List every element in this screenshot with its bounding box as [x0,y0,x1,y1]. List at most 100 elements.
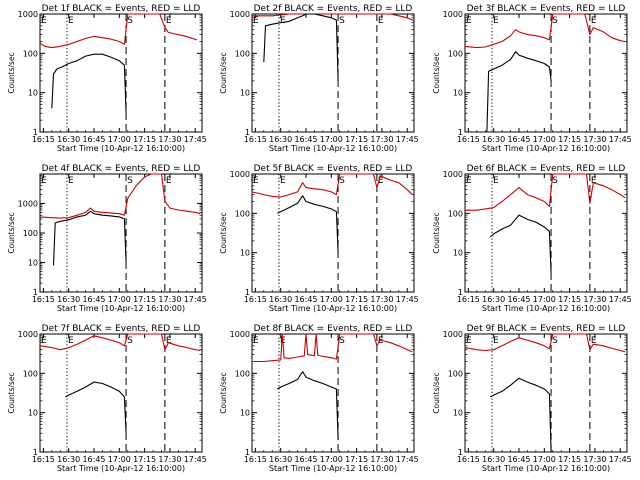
x-tick-label: 17:30 [583,295,606,304]
y-tick-label: 1000 [443,170,463,179]
marker-label: E [591,176,597,186]
plot-frame [39,13,203,133]
y-tick-label: 10 [28,409,38,418]
marker-label: S [339,176,345,186]
y-axis-label: Counts/sec [432,52,441,93]
x-tick-label: 17:00 [533,455,556,464]
plot-title: Det 1f BLACK = Events, RED = LLD [42,4,201,14]
marker-label: S [552,16,558,26]
x-tick-label: 16:45 [82,135,105,144]
plot-frame [464,13,628,133]
x-tick-label: 17:00 [320,295,343,304]
x-tick-label: 16:30 [482,135,505,144]
panel-det-2: Det 2f BLACK = Events, RED = LLD 1 10 100 10… [219,4,419,153]
x-tick-label: 17:30 [158,295,181,304]
x-tick-label: 16:15 [244,295,267,304]
series-lld-line [464,333,626,353]
y-tick-label: 100 [23,369,38,378]
marker-label: E [493,176,499,186]
plot-frame [464,333,628,453]
y-tick-label: 1000 [18,200,38,209]
y-tick-label: 1000 [18,330,38,339]
marker-label: E [466,336,472,346]
y-tick-label: 10 [240,249,250,258]
marker-label: S [552,176,558,186]
x-tick-label: 17:00 [533,295,556,304]
x-axis-label: Start Time (10-Apr-12 16:10:00) [57,464,185,473]
series-events-line [489,214,552,274]
marker-label: S [127,336,133,346]
x-tick-label: 17:00 [108,295,131,304]
marker-label: E [166,16,172,26]
plot-frame [39,333,203,453]
y-tick-label: 10 [453,89,463,98]
y-tick-label: 10 [453,409,463,418]
x-tick-label: 16:45 [294,135,317,144]
marker-label: E [41,176,47,186]
x-tick-label: 16:30 [57,135,80,144]
x-tick-label: 17:45 [609,135,632,144]
marker-label: E [493,336,499,346]
x-tick-label: 16:15 [457,455,480,464]
x-tick-label: 17:15 [133,295,156,304]
marker-label: E [280,16,286,26]
y-axis-label: Counts/sec [432,212,441,253]
x-tick-label: 17:45 [396,455,419,464]
y-tick-label: 1 [458,448,463,457]
y-tick-label: 1 [458,288,463,297]
x-tick-label: 17:00 [320,135,343,144]
marker-label: E [253,176,259,186]
x-axis-label: Start Time (10-Apr-12 16:10:00) [482,144,610,153]
x-tick-label: 17:15 [133,135,156,144]
y-tick-label: 100 [448,209,463,218]
series-events-line [486,51,552,133]
x-tick-label: 17:30 [583,135,606,144]
marker-label: E [68,336,74,346]
y-tick-label: 10 [240,409,250,418]
series-events-line [277,371,339,441]
x-tick-label: 17:45 [184,295,207,304]
y-axis-label: Counts/sec [7,52,16,93]
marker-label: E [378,336,384,346]
plot-frame [251,173,415,293]
series-lld-line [251,173,413,198]
x-tick-label: 16:30 [269,455,292,464]
x-tick-label: 17:15 [345,455,368,464]
plot-title: Det 6f BLACK = Events, RED = LLD [467,164,626,174]
series-events-line [52,210,127,266]
series-lld-line [39,13,198,49]
x-tick-label: 16:30 [269,135,292,144]
x-tick-label: 17:15 [558,455,581,464]
x-tick-label: 17:30 [583,455,606,464]
y-tick-label: 1 [245,288,250,297]
y-tick-label: 10 [453,249,463,258]
x-axis-label: Start Time (10-Apr-12 16:10:00) [482,304,610,313]
panel-det-3: Det 3f BLACK = Events, RED = LLD 1 10 100 10… [432,4,632,153]
x-tick-label: 16:30 [482,455,505,464]
marker-label: E [378,16,384,26]
y-tick-label: 100 [448,49,463,58]
x-tick-label: 16:45 [294,455,317,464]
y-tick-label: 1000 [443,10,463,19]
x-axis-label: Start Time (10-Apr-12 16:10:00) [269,304,397,313]
x-tick-label: 17:45 [396,295,419,304]
series-lld-line [39,333,201,352]
x-tick-label: 16:30 [482,295,505,304]
x-tick-label: 17:30 [370,295,393,304]
y-tick-label: 1 [33,128,38,137]
series-events-line [263,13,339,81]
y-tick-label: 1000 [230,10,250,19]
y-tick-label: 10 [28,259,38,268]
x-tick-label: 17:15 [345,135,368,144]
marker-label: S [127,16,133,26]
plot-frame [251,13,415,133]
y-tick-label: 1 [245,128,250,137]
x-tick-label: 16:30 [57,455,80,464]
x-tick-label: 17:30 [370,455,393,464]
marker-label: E [280,176,286,186]
series-lld-line [464,13,626,49]
marker-label: E [253,336,259,346]
plot-title: Det 2f BLACK = Events, RED = LLD [254,4,413,14]
